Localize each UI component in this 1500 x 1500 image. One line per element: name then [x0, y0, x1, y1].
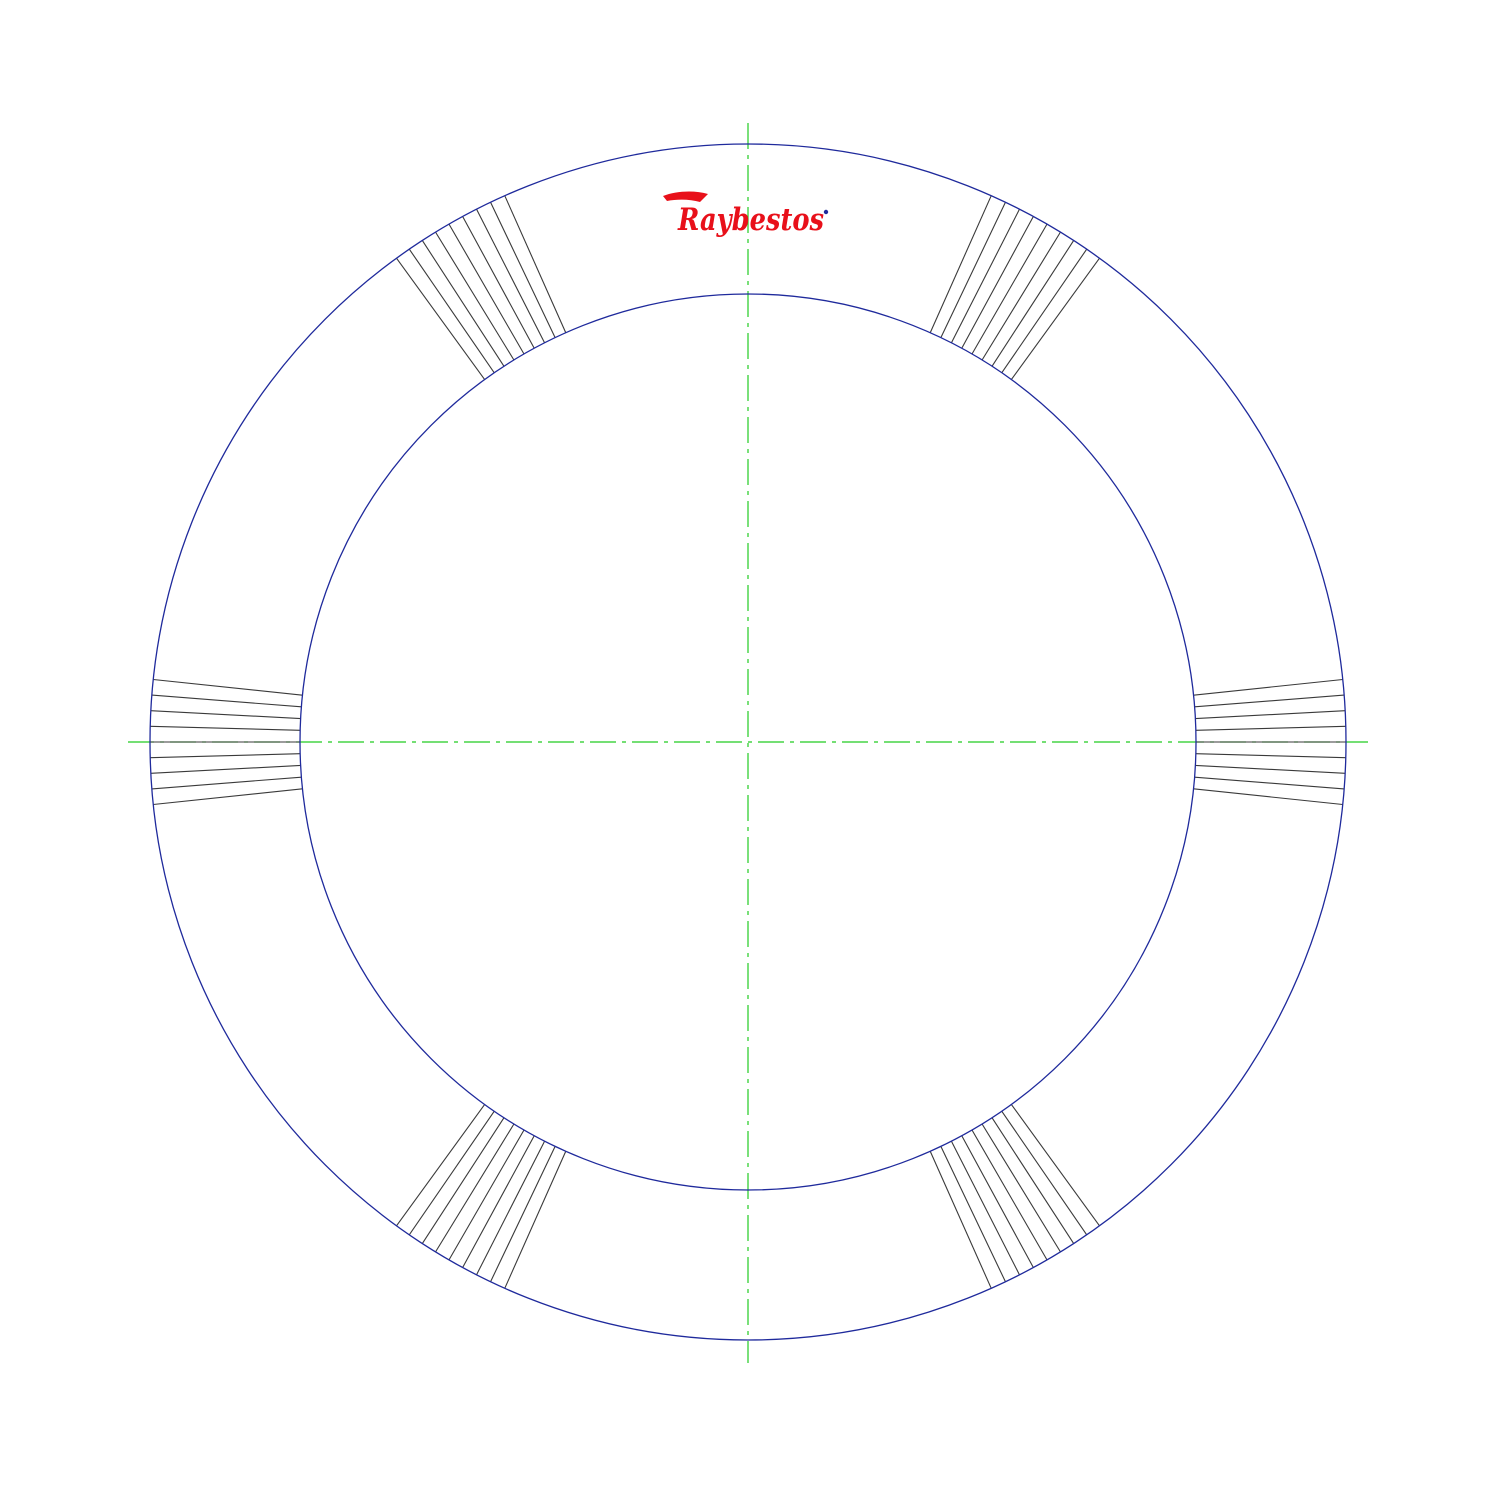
- raybestos-logo-text: Raybestos: [677, 202, 824, 238]
- logo-registered-dot: [824, 210, 828, 214]
